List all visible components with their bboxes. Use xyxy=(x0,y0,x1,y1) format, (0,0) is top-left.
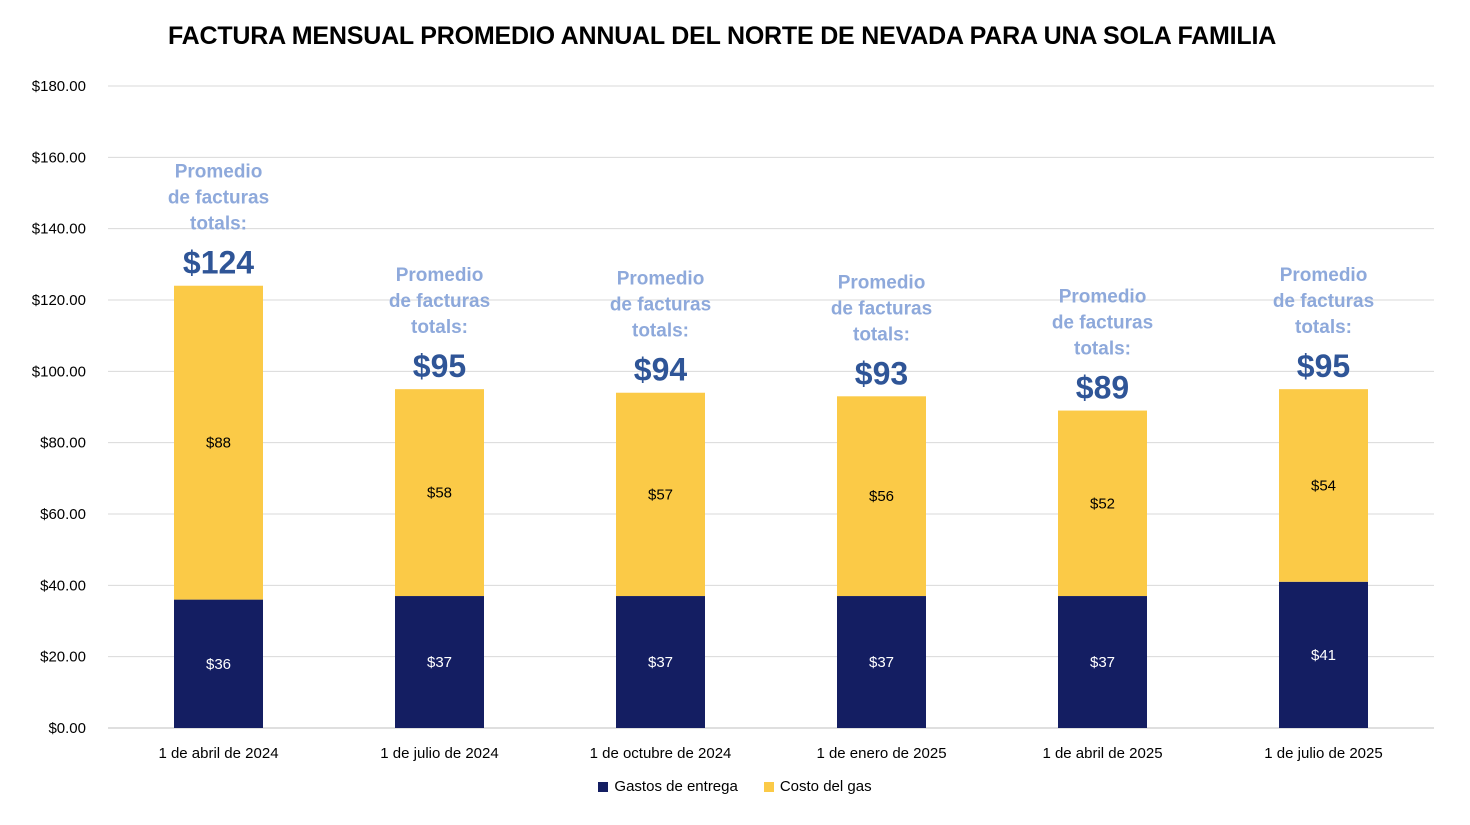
total-label: $94 xyxy=(634,352,688,388)
callout-text-line: Promedio xyxy=(1280,265,1368,286)
callout-text-line: de facturas xyxy=(610,295,711,316)
y-tick-label: $20.00 xyxy=(40,649,86,666)
callout-text-line: de facturas xyxy=(389,291,490,312)
y-tick-label: $80.00 xyxy=(40,435,86,452)
bar-segment xyxy=(395,596,484,728)
callout-text-line: totals: xyxy=(1074,339,1131,360)
legend-label-costo-del-gas: Costo del gas xyxy=(779,778,872,795)
total-label: $124 xyxy=(183,245,254,281)
y-tick-label: $160.00 xyxy=(32,149,86,166)
bar-value-label: $88 xyxy=(206,435,231,452)
callout-text-line: totals: xyxy=(190,214,247,235)
y-tick-label: $40.00 xyxy=(40,577,86,594)
callout-text-line: de facturas xyxy=(168,188,269,209)
bar-value-label: $37 xyxy=(427,654,452,671)
x-tick-label: 1 de julio de 2024 xyxy=(380,745,498,762)
callout-text-line: Promedio xyxy=(396,265,484,286)
bar-value-label: $37 xyxy=(1090,654,1115,671)
y-tick-label: $0.00 xyxy=(48,720,86,737)
bar-segment xyxy=(1058,596,1147,728)
x-tick-label: 1 de abril de 2024 xyxy=(158,745,278,762)
legend-swatch-gastos-de-entrega xyxy=(598,781,609,792)
callout-text-line: totals: xyxy=(1295,317,1352,338)
callout-text-line: Promedio xyxy=(838,272,926,293)
total-label: $95 xyxy=(1297,348,1350,384)
bar-value-label: $37 xyxy=(648,654,673,671)
legend-item-costo-del-gas: Costo del gas xyxy=(763,778,872,795)
bar-segment xyxy=(395,389,484,597)
bar-value-label: $41 xyxy=(1311,647,1336,664)
callout-text-line: de facturas xyxy=(1052,313,1153,334)
bar-value-label: $36 xyxy=(206,656,231,673)
total-label: $95 xyxy=(413,348,466,384)
legend: Gastos de entrega Costo del gas xyxy=(0,778,1470,795)
x-tick-label: 1 de julio de 2025 xyxy=(1264,745,1382,762)
callout-text-line: Promedio xyxy=(1059,287,1147,308)
callout-text-line: de facturas xyxy=(831,298,932,319)
bar-segment xyxy=(1279,389,1368,582)
bar-segment xyxy=(1058,410,1147,597)
bar-segment xyxy=(616,596,705,728)
callout-text-line: de facturas xyxy=(1273,291,1374,312)
chart-title: FACTURA MENSUAL PROMEDIO ANNUAL DEL NORT… xyxy=(167,22,1277,50)
bar-segment xyxy=(1279,581,1368,728)
legend-swatch-costo-del-gas xyxy=(763,781,774,792)
x-tick-label: 1 de enero de 2025 xyxy=(816,745,946,762)
callout-text-line: Promedio xyxy=(175,162,263,183)
bar-segment xyxy=(174,285,263,600)
total-label: $93 xyxy=(855,355,908,391)
bar-segment xyxy=(616,392,705,597)
bar-value-label: $57 xyxy=(648,486,673,503)
callout-text-line: Promedio xyxy=(617,269,705,290)
bar-value-label: $58 xyxy=(427,485,452,502)
bar-segment xyxy=(174,599,263,728)
legend-item-gastos-de-entrega: Gastos de entrega xyxy=(598,778,738,795)
bar-value-label: $56 xyxy=(869,488,894,505)
x-tick-label: 1 de abril de 2025 xyxy=(1042,745,1162,762)
y-tick-label: $60.00 xyxy=(40,506,86,523)
x-tick-label: 1 de octubre de 2024 xyxy=(590,745,732,762)
bar-value-label: $54 xyxy=(1311,477,1336,494)
callout-text-line: totals: xyxy=(411,317,468,338)
y-tick-label: $120.00 xyxy=(32,292,86,309)
y-tick-label: $180.00 xyxy=(32,78,86,95)
bar-segment xyxy=(837,596,926,728)
total-label: $89 xyxy=(1076,370,1129,406)
bar-segment xyxy=(837,396,926,597)
y-tick-label: $140.00 xyxy=(32,221,86,238)
y-tick-label: $100.00 xyxy=(32,363,86,380)
bar-value-label: $52 xyxy=(1090,495,1115,512)
bar-value-label: $37 xyxy=(869,654,894,671)
legend-label-gastos-de-entrega: Gastos de entrega xyxy=(614,778,738,795)
callout-text-line: totals: xyxy=(632,321,689,342)
callout-text-line: totals: xyxy=(853,324,910,345)
